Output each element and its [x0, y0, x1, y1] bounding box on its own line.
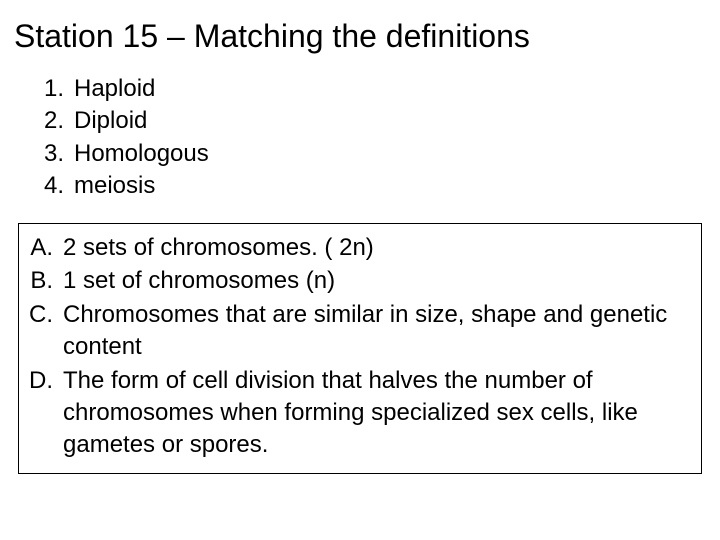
- term-number: 3.: [40, 138, 74, 170]
- list-item: A. 2 sets of chromosomes. ( 2n): [29, 232, 691, 264]
- list-item: 4. meiosis: [40, 170, 720, 202]
- term-text: Homologous: [74, 138, 209, 170]
- term-number: 1.: [40, 73, 74, 105]
- term-text: Diploid: [74, 105, 147, 137]
- definition-text: The form of cell division that halves th…: [63, 365, 691, 461]
- definition-text: 2 sets of chromosomes. ( 2n): [63, 232, 691, 264]
- definition-letter: A.: [29, 232, 63, 264]
- definition-letter: B.: [29, 265, 63, 297]
- list-item: B. 1 set of chromosomes (n): [29, 265, 691, 297]
- list-item: 2. Diploid: [40, 105, 720, 137]
- list-item: 3. Homologous: [40, 138, 720, 170]
- definition-letter: D.: [29, 365, 63, 397]
- list-item: 1. Haploid: [40, 73, 720, 105]
- term-text: Haploid: [74, 73, 155, 105]
- slide: Station 15 – Matching the definitions 1.…: [0, 0, 720, 540]
- term-number: 4.: [40, 170, 74, 202]
- term-number: 2.: [40, 105, 74, 137]
- term-text: meiosis: [74, 170, 155, 202]
- page-title: Station 15 – Matching the definitions: [0, 0, 720, 63]
- list-item: C. Chromosomes that are similar in size,…: [29, 299, 691, 363]
- definitions-box: A. 2 sets of chromosomes. ( 2n) B. 1 set…: [18, 223, 702, 474]
- list-item: D. The form of cell division that halves…: [29, 365, 691, 461]
- terms-list: 1. Haploid 2. Diploid 3. Homologous 4. m…: [0, 63, 720, 217]
- definition-text: 1 set of chromosomes (n): [63, 265, 691, 297]
- definition-letter: C.: [29, 299, 63, 331]
- definition-text: Chromosomes that are similar in size, sh…: [63, 299, 691, 363]
